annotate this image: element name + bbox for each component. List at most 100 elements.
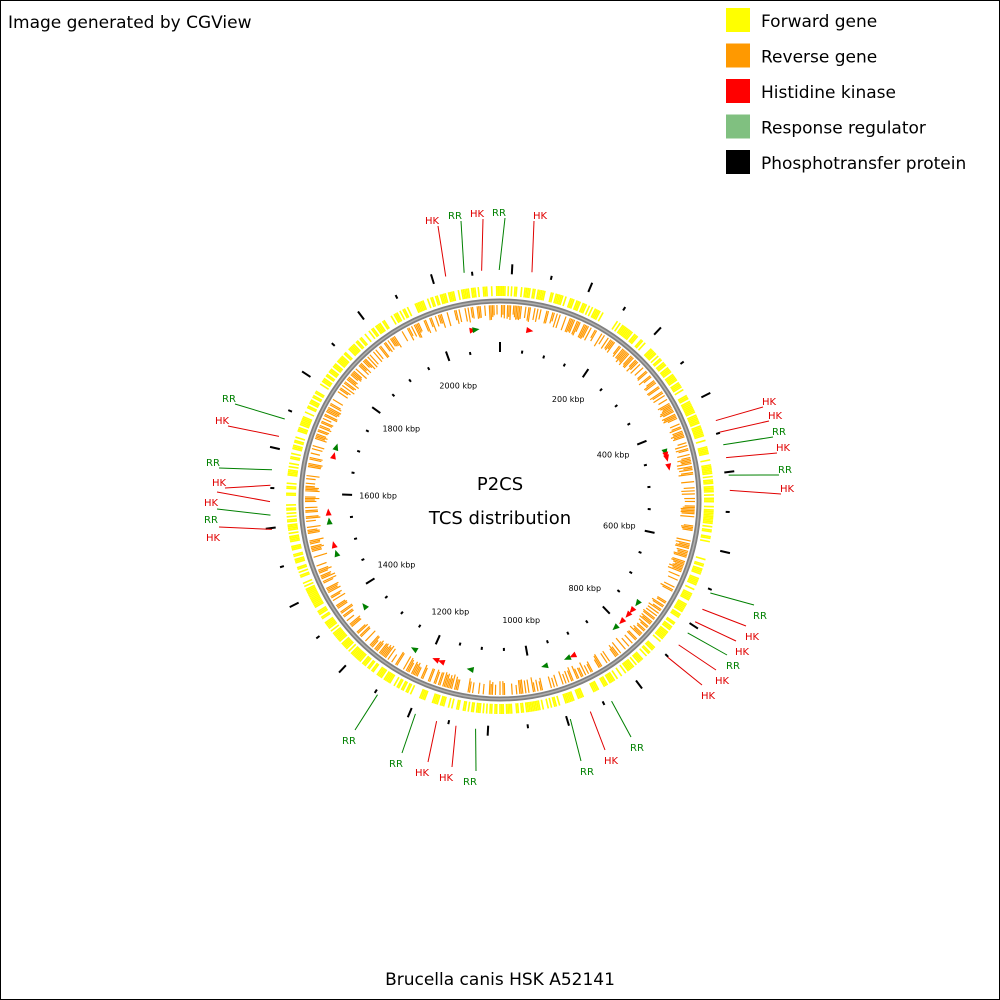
- forward-gene: [287, 519, 298, 523]
- tcs-marker: [665, 463, 672, 471]
- reverse-gene: [558, 671, 564, 685]
- reverse-gene: [453, 310, 458, 321]
- forward-gene: [624, 330, 632, 340]
- forward-gene: [409, 684, 416, 695]
- forward-gene: [617, 325, 626, 335]
- forward-gene: [433, 693, 438, 704]
- forward-gene: [338, 634, 348, 643]
- reverse-gene: [604, 340, 613, 351]
- reverse-gene: [423, 320, 430, 332]
- reverse-gene: [615, 350, 626, 363]
- reverse-gene: [372, 351, 383, 363]
- reverse-gene: [464, 308, 468, 322]
- reverse-gene: [353, 370, 363, 379]
- outer-tick: [357, 310, 365, 321]
- reverse-gene: [309, 537, 324, 542]
- forward-gene: [340, 356, 349, 365]
- reverse-gene: [647, 605, 660, 614]
- forward-gene: [310, 399, 321, 406]
- reverse-gene: [344, 381, 357, 391]
- callout-label: RR: [492, 208, 506, 219]
- forward-gene: [325, 374, 335, 383]
- callout-label: HK: [604, 756, 619, 767]
- reverse-gene: [306, 519, 316, 522]
- reverse-gene: [675, 543, 690, 548]
- forward-gene: [534, 700, 538, 711]
- reverse-gene: [526, 307, 530, 321]
- forward-gene: [330, 624, 340, 632]
- forward-gene: [447, 292, 452, 303]
- reverse-gene: [679, 468, 693, 473]
- reverse-gene: [512, 305, 515, 315]
- callout-line: [481, 218, 484, 271]
- forward-gene: [450, 291, 455, 302]
- forward-gene: [327, 620, 337, 628]
- forward-gene: [470, 287, 474, 298]
- reverse-gene: [517, 680, 521, 695]
- forward-gene: [344, 351, 353, 360]
- outer-tick: [707, 587, 713, 591]
- forward-gene: [312, 396, 322, 403]
- callout-label: HK: [745, 632, 760, 643]
- reverse-gene: [510, 683, 513, 695]
- outer-tick: [331, 342, 336, 347]
- forward-gene: [703, 510, 714, 513]
- reverse-gene: [490, 305, 493, 320]
- callout-line: [451, 725, 457, 768]
- reverse-gene: [678, 449, 689, 454]
- forward-gene: [545, 698, 550, 709]
- forward-gene: [396, 312, 403, 322]
- reverse-gene: [638, 618, 649, 628]
- reverse-gene: [673, 434, 685, 440]
- reverse-gene: [455, 679, 459, 691]
- reverse-gene: [629, 625, 641, 637]
- forward-gene: [611, 320, 619, 330]
- outer-tick: [279, 565, 285, 569]
- reverse-gene: [341, 384, 355, 395]
- forward-gene: [314, 601, 325, 609]
- forward-gene: [350, 345, 359, 355]
- forward-gene: [300, 422, 311, 428]
- forward-gene: [355, 650, 364, 659]
- scale-tick: [566, 631, 570, 635]
- reverse-gene: [339, 388, 349, 396]
- scale-tick: [384, 595, 389, 599]
- outer-tick: [587, 282, 594, 293]
- forward-gene: [537, 700, 541, 711]
- forward-gene: [312, 597, 322, 604]
- forward-gene: [535, 289, 540, 300]
- forward-gene: [593, 680, 600, 691]
- reverse-gene: [643, 610, 655, 620]
- reverse-gene: [526, 679, 530, 693]
- reverse-gene: [427, 668, 434, 682]
- reverse-gene: [663, 416, 677, 424]
- reverse-gene: [506, 305, 509, 319]
- callout-line: [726, 452, 778, 459]
- scale-tick: [365, 577, 376, 585]
- forward-gene: [703, 515, 714, 518]
- forward-gene: [601, 675, 609, 686]
- reverse-gene: [471, 682, 475, 694]
- reverse-gene: [337, 601, 348, 609]
- reverse-gene: [677, 549, 688, 554]
- reverse-gene: [653, 395, 665, 404]
- forward-gene: [515, 286, 518, 297]
- forward-gene: [634, 338, 643, 348]
- reverse-gene: [395, 651, 404, 665]
- callout-label: RR: [726, 661, 740, 672]
- tcs-marker: [563, 654, 572, 660]
- forward-gene: [531, 288, 535, 299]
- outer-tick: [635, 679, 643, 690]
- forward-gene: [574, 300, 580, 311]
- reverse-gene: [517, 305, 521, 321]
- reverse-gene: [615, 348, 624, 359]
- forward-gene: [474, 287, 477, 298]
- reverse-gene: [640, 621, 648, 629]
- forward-gene: [434, 295, 440, 306]
- reverse-gene: [681, 512, 695, 515]
- forward-gene: [593, 309, 600, 320]
- reverse-gene: [305, 490, 320, 493]
- reverse-gene: [676, 547, 689, 553]
- scale-tick: [627, 422, 631, 426]
- forward-gene: [467, 288, 471, 299]
